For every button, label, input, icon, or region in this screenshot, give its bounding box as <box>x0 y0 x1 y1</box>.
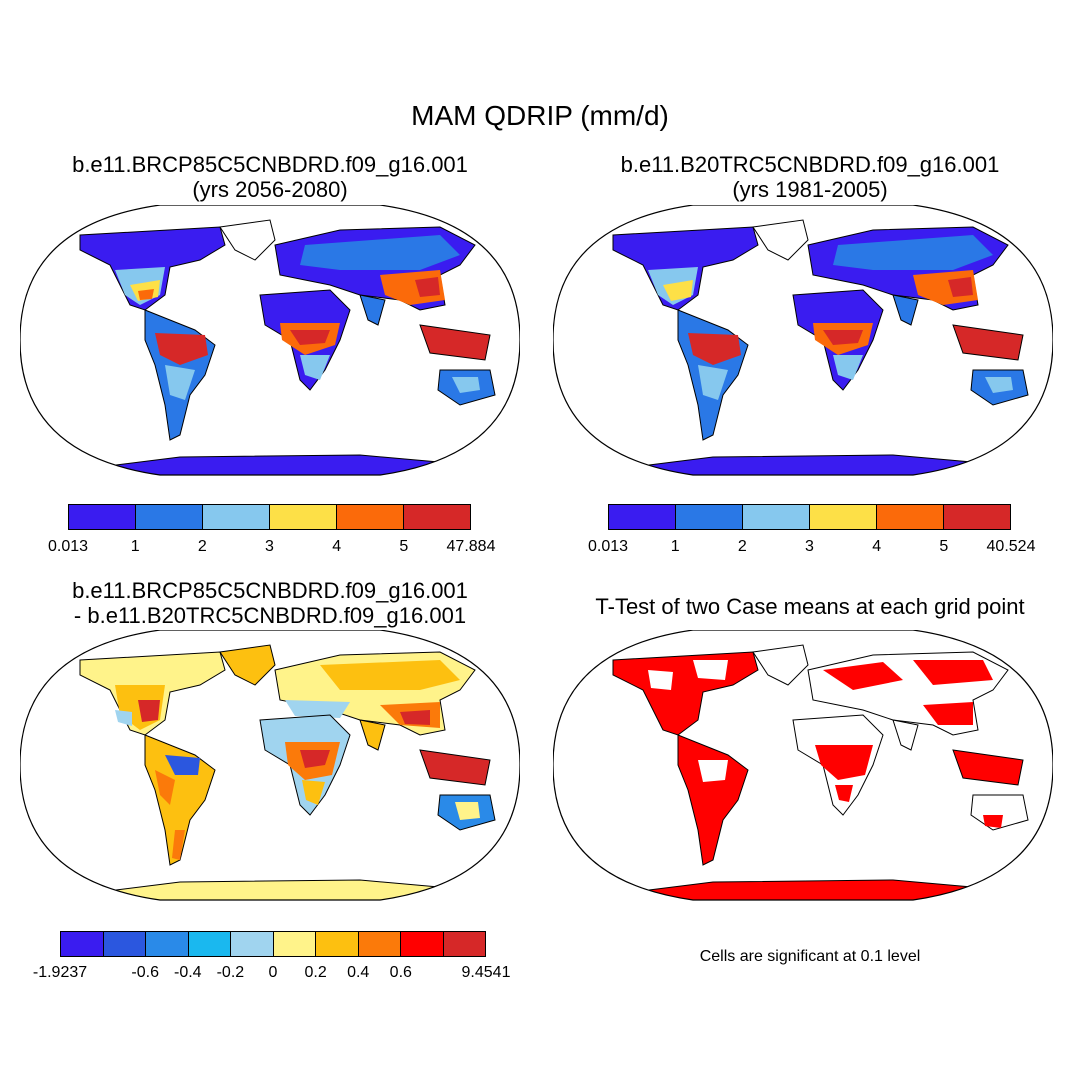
colorbar-swatch <box>358 932 401 956</box>
colorbar-tick-label: 1 <box>670 538 680 555</box>
colorbar-swatch <box>231 932 274 956</box>
significance-note: Cells are significant at 0.1 level <box>699 948 921 965</box>
colorbar-tick-label: -1.9237 <box>32 964 88 981</box>
colorbar-top-left <box>68 504 471 530</box>
panel-title-line1: T-Test of two Case means at each grid po… <box>595 594 1025 619</box>
colorbar-tick-label: 4 <box>332 538 342 555</box>
panel-title-top-left: b.e11.BRCP85C5CNBDRD.f09_g16.001 (yrs 20… <box>30 152 510 202</box>
colorbar-tick-label: 0.013 <box>47 538 89 555</box>
map-top-left <box>20 205 520 476</box>
colorbar-tick-label: 4 <box>872 538 882 555</box>
colorbar-tick-label: -0.4 <box>174 964 202 981</box>
panel-title-line1: b.e11.BRCP85C5CNBDRD.f09_g16.001 <box>72 578 468 603</box>
colorbar-swatch <box>69 505 136 529</box>
map-bottom-left <box>20 630 520 901</box>
colorbar-tick-label: 47.884 <box>446 538 496 555</box>
panel-title-bottom-left: b.e11.BRCP85C5CNBDRD.f09_g16.001 - b.e11… <box>30 578 510 628</box>
colorbar-tick-label: -0.6 <box>131 964 159 981</box>
colorbar-tick-label: 0.2 <box>304 964 327 981</box>
colorbar-swatch <box>337 505 404 529</box>
colorbar-swatch <box>203 505 270 529</box>
colorbar-tick-label: 3 <box>265 538 274 555</box>
panel-title-line2: (yrs 2056-2080) <box>192 177 348 202</box>
colorbar-swatch <box>404 505 470 529</box>
land-greenland <box>219 219 276 261</box>
colorbar-swatch <box>743 505 810 529</box>
colorbar-swatch <box>676 505 743 529</box>
colorbar-tick-label: 2 <box>737 538 747 555</box>
colorbar-tick-label: 2 <box>197 538 207 555</box>
colorbar-tick-label: -0.2 <box>216 964 245 981</box>
colorbar-tick-label: 40.524 <box>986 538 1036 555</box>
colorbar-tick-label: 5 <box>939 538 949 555</box>
colorbar-tick-label: 3 <box>805 538 814 555</box>
colorbar-tick-label: 9.4541 <box>461 964 511 981</box>
colorbar-swatch <box>146 932 189 956</box>
map-bottom-right <box>553 630 1053 901</box>
colorbar-tick-label: 1 <box>130 538 140 555</box>
panel-title-line1: b.e11.B20TRC5CNBDRD.f09_g16.001 <box>620 152 1000 177</box>
colorbar-swatch <box>270 505 337 529</box>
colorbar-swatch <box>944 505 1010 529</box>
colorbar-swatch <box>401 932 444 956</box>
colorbar-tick-label: 0.4 <box>347 964 370 981</box>
figure-title: MAM QDRIP (mm/d) <box>411 100 669 131</box>
map-top-right <box>553 205 1053 476</box>
colorbar-swatch <box>103 932 146 956</box>
colorbar-swatch <box>61 932 104 956</box>
land-antarctica <box>20 454 520 475</box>
colorbar-swatch <box>609 505 676 529</box>
colorbar-swatch <box>316 932 359 956</box>
panel-title-line2: - b.e11.B20TRC5CNBDRD.f09_g16.001 <box>73 603 467 628</box>
panel-title-line1: b.e11.BRCP85C5CNBDRD.f09_g16.001 <box>72 152 468 177</box>
panel-title-top-right: b.e11.B20TRC5CNBDRD.f09_g16.001 (yrs 198… <box>570 152 1050 202</box>
colorbar-top-right <box>608 504 1011 530</box>
colorbar-swatch <box>136 505 203 529</box>
colorbar-swatch <box>273 932 316 956</box>
colorbar-swatch <box>877 505 944 529</box>
colorbar-swatch <box>188 932 231 956</box>
colorbar-swatch <box>443 932 485 956</box>
colorbar-tick-label: 0.6 <box>389 964 412 981</box>
colorbar-swatch <box>810 505 877 529</box>
panel-title-bottom-right: T-Test of two Case means at each grid po… <box>548 594 1072 619</box>
colorbar-bottom-left <box>60 931 486 957</box>
colorbar-tick-label: 0 <box>268 964 278 981</box>
panel-title-line2: (yrs 1981-2005) <box>732 177 888 202</box>
colorbar-tick-label: 0.013 <box>587 538 629 555</box>
colorbar-tick-label: 5 <box>399 538 409 555</box>
